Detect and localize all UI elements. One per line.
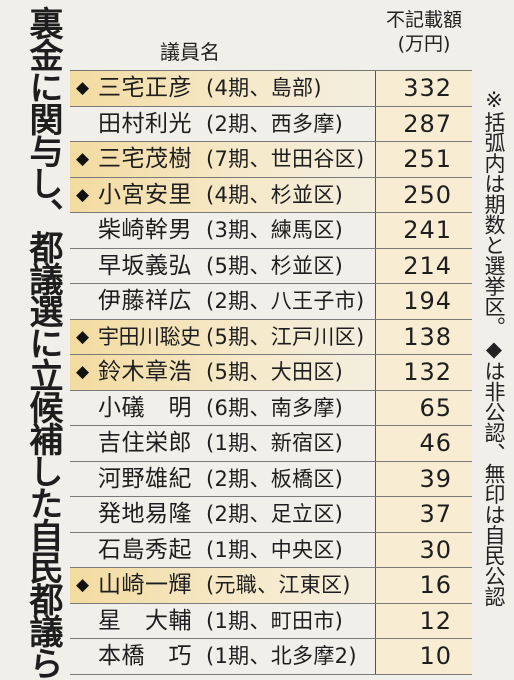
name-cell: 柴崎幹男 (3期、練馬区) [70, 213, 376, 248]
amount-cell: 30 [376, 532, 472, 567]
amount-cell: 332 [376, 71, 472, 106]
table-row: ◆ 三宅正彦 (4期、島部) 332 [70, 71, 472, 107]
name-cell: ◆ 山崎一輝 (元職、江東区) [70, 568, 376, 603]
politician-name: 田村利光 [98, 110, 192, 137]
table-row: 伊藤祥広 (2期、八王子市) 194 [70, 284, 472, 320]
name-cell: 伊藤祥広 (2期、八王子市) [70, 284, 376, 319]
term-district: (7期、世田谷区) [206, 147, 365, 171]
amount-cell: 12 [376, 603, 472, 638]
name-cell: 河野雄紀 (2期、板橋区) [70, 461, 376, 496]
table-row: 田村利光 (2期、西多摩) 287 [70, 106, 472, 142]
politician-name: 小宮安里 [98, 181, 192, 208]
name-cell: ◆ 小宮安里 (4期、杉並区) [70, 177, 376, 212]
amount-cell: 250 [376, 177, 472, 212]
name-cell: 発地易隆 (2期、足立区) [70, 497, 376, 532]
table-row: 小礒 明 (6期、南多摩) 65 [70, 390, 472, 426]
politician-name: 本橋 巧 [98, 643, 192, 669]
amount-cell: 37 [376, 497, 472, 532]
table-row: 柴崎幹男 (3期、練馬区) 241 [70, 213, 472, 249]
name-cell: 田村利光 (2期、西多摩) [70, 106, 376, 141]
table-row: ◆ 三宅茂樹 (7期、世田谷区) 251 [70, 142, 472, 178]
politician-name: 小礒 明 [98, 394, 192, 421]
unendorsed-diamond-icon: ◆ [76, 362, 90, 382]
amount-cell: 241 [376, 213, 472, 248]
term-district: (1期、北多摩2) [206, 644, 357, 668]
amount-cell: 46 [376, 426, 472, 461]
politician-name: 発地易隆 [98, 501, 192, 527]
politician-name: 早坂義弘 [98, 252, 192, 279]
term-district: (2期、八王子市) [206, 289, 365, 313]
table-row: 本橋 巧 (1期、北多摩2) 10 [70, 639, 472, 675]
table-row: 早坂義弘 (5期、杉並区) 214 [70, 248, 472, 284]
term-district: (5期、江戸川区) [206, 324, 365, 349]
name-cell: 小礒 明 (6期、南多摩) [70, 390, 376, 425]
term-district: (1期、中央区) [206, 537, 344, 562]
politician-name: 吉住栄郎 [98, 430, 192, 456]
table-row: 石島秀起 (1期、中央区) 30 [70, 532, 472, 568]
table-row: 吉住栄郎 (1期、新宿区) 46 [70, 426, 472, 462]
amount-cell: 194 [376, 284, 472, 319]
amount-header-line2: (万円) [397, 33, 451, 55]
politician-table: ◆ 三宅正彦 (4期、島部) 332 田村利光 (2期、西多摩) 287 ◆ 三宅茂樹 (7期、世… [70, 70, 472, 675]
politician-name: 山崎一輝 [98, 572, 192, 598]
table-row: 発地易隆 (2期、足立区) 37 [70, 497, 472, 533]
amount-cell: 287 [376, 106, 472, 141]
table-row: ◆ 鈴木章浩 (5期、大田区) 132 [70, 355, 472, 391]
amount-cell: 39 [376, 461, 472, 496]
unendorsed-diamond-icon: ◆ [76, 78, 90, 98]
amount-cell: 65 [376, 390, 472, 425]
unendorsed-diamond-icon: ◆ [76, 575, 90, 595]
politician-name: 星 大輔 [98, 607, 192, 634]
name-cell: 本橋 巧 (1期、北多摩2) [70, 639, 376, 674]
amount-cell: 10 [376, 639, 472, 674]
table-row: 河野雄紀 (2期、板橋区) 39 [70, 461, 472, 497]
name-cell: 吉住栄郎 (1期、新宿区) [70, 426, 376, 461]
term-district: (2期、足立区) [206, 502, 344, 526]
term-district: (4期、杉並区) [206, 182, 344, 207]
amount-column-header: 不記載額 (万円) [376, 8, 472, 56]
name-cell: ◆ 三宅正彦 (4期、島部) [70, 71, 376, 106]
politician-name: 鈴木章浩 [98, 359, 192, 385]
politician-name: 河野雄紀 [98, 465, 192, 492]
table-row: ◆ 小宮安里 (4期、杉並区) 250 [70, 177, 472, 213]
amount-header-line1: 不記載額 [385, 9, 462, 31]
name-column-header: 議員名 [160, 40, 220, 64]
politician-name: 三宅茂樹 [98, 146, 192, 172]
amount-cell: 132 [376, 355, 472, 390]
term-district: (1期、新宿区) [206, 431, 344, 455]
footnote: ※括弧内は期数と選挙区。◆は非公認、無印は自民公認 [482, 88, 506, 607]
politician-name: 宇田川聡史 [98, 324, 201, 349]
name-cell: ◆ 鈴木章浩 (5期、大田区) [70, 355, 376, 390]
unendorsed-diamond-icon: ◆ [76, 149, 90, 169]
unendorsed-diamond-icon: ◆ [76, 184, 90, 205]
name-cell: 石島秀起 (1期、中央区) [70, 532, 376, 567]
amount-cell: 138 [376, 319, 472, 354]
term-district: (1期、町田市) [206, 608, 344, 633]
amount-cell: 251 [376, 142, 472, 177]
term-district: (5期、杉並区) [206, 253, 344, 278]
term-district: (2期、西多摩) [206, 111, 344, 136]
name-cell: 早坂義弘 (5期、杉並区) [70, 248, 376, 283]
vertical-title: 裏金に関与し、都議選に立候補した自民都議ら [23, 6, 63, 678]
amount-cell: 16 [376, 568, 472, 603]
politician-name: 柴崎幹男 [98, 217, 192, 243]
term-district: (元職、江東区) [206, 573, 351, 597]
unendorsed-diamond-icon: ◆ [76, 326, 90, 347]
table-row: ◆ 宇田川聡史 (5期、江戸川区) 138 [70, 319, 472, 355]
name-cell: ◆ 宇田川聡史 (5期、江戸川区) [70, 319, 376, 354]
term-district: (2期、板橋区) [206, 466, 344, 491]
term-district: (5期、大田区) [206, 360, 344, 384]
table-row: 星 大輔 (1期、町田市) 12 [70, 603, 472, 639]
politician-name: 伊藤祥広 [98, 288, 192, 314]
term-district: (3期、練馬区) [206, 218, 344, 242]
politician-name: 三宅正彦 [98, 75, 192, 101]
amount-cell: 214 [376, 248, 472, 283]
politician-name: 石島秀起 [98, 536, 192, 563]
term-district: (4期、島部) [206, 76, 322, 100]
term-district: (6期、南多摩) [206, 395, 344, 420]
table-row: ◆ 山崎一輝 (元職、江東区) 16 [70, 568, 472, 604]
name-cell: ◆ 三宅茂樹 (7期、世田谷区) [70, 142, 376, 177]
name-cell: 星 大輔 (1期、町田市) [70, 603, 376, 638]
